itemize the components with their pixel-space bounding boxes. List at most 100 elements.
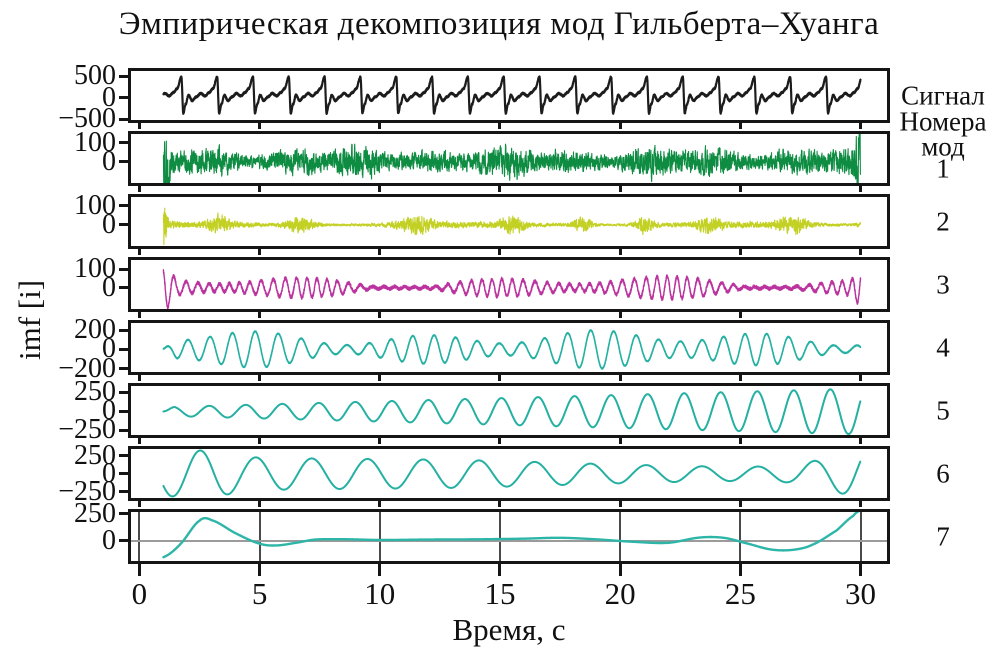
x-tick-mark <box>498 374 502 381</box>
x-tick-mark <box>137 563 141 576</box>
x-tick-mark <box>738 122 742 129</box>
y-tick-mark <box>119 117 128 121</box>
panel-mode-1 <box>128 131 890 186</box>
x-tick-mark <box>738 185 742 192</box>
x-tick-mark <box>258 437 262 444</box>
panel-mode-3 <box>128 257 890 312</box>
x-tick-mark <box>378 437 382 444</box>
x-tick-mark <box>498 437 502 444</box>
right-header-line2: мод <box>921 131 965 162</box>
panel-signal <box>128 68 890 123</box>
y-tick-label: −250 <box>58 414 116 446</box>
x-tick-mark <box>137 185 141 192</box>
x-tick-mark <box>258 563 262 576</box>
right-label-mode-1: 1 <box>936 153 950 184</box>
y-tick-label: 0 <box>102 81 116 113</box>
x-tick-label: 10 <box>364 576 396 611</box>
y-tick-label: −250 <box>58 475 116 507</box>
x-tick-mark <box>738 248 742 255</box>
x-tick-mark <box>618 437 622 444</box>
x-tick-mark <box>618 311 622 318</box>
chart-title: Эмпирическая декомпозиция мод Гильберта–… <box>118 6 880 42</box>
y-tick-label: 0 <box>102 333 116 365</box>
x-tick-mark <box>498 248 502 255</box>
x-tick-mark <box>859 437 863 444</box>
waveform-canvas-mode-5 <box>131 386 887 435</box>
y-tick-mark <box>119 286 128 290</box>
x-tick-mark <box>378 185 382 192</box>
y-tick-mark <box>119 141 128 145</box>
x-tick-mark <box>618 374 622 381</box>
x-tick-mark <box>258 374 262 381</box>
x-tick-mark <box>859 311 863 318</box>
x-tick-mark <box>137 248 141 255</box>
y-tick-label: −200 <box>58 352 116 384</box>
x-tick-label: 30 <box>845 576 877 611</box>
y-tick-mark <box>119 454 128 458</box>
x-tick-mark <box>738 500 742 507</box>
x-tick-mark <box>378 563 382 576</box>
x-tick-label: 25 <box>724 576 756 611</box>
x-tick-mark <box>738 311 742 318</box>
x-tick-mark <box>137 500 141 507</box>
waveform-canvas-signal <box>131 71 887 120</box>
right-label-mode-5: 5 <box>936 395 950 425</box>
waveform-canvas-mode-1 <box>131 134 887 183</box>
x-tick-mark <box>378 122 382 129</box>
right-header-line1: Номера <box>899 106 987 137</box>
waveform-canvas-mode-7 <box>131 512 887 561</box>
y-tick-label: 0 <box>102 145 116 177</box>
y-tick-mark <box>119 367 128 371</box>
x-tick-mark <box>618 185 622 192</box>
x-tick-mark <box>618 122 622 129</box>
y-tick-label: 250 <box>74 376 116 408</box>
waveform-canvas-mode-4 <box>131 323 887 372</box>
x-tick-mark <box>738 563 742 576</box>
panel-mode-6 <box>128 446 890 501</box>
y-tick-label: −500 <box>58 103 116 135</box>
x-tick-mark <box>859 374 863 381</box>
right-label-mode-3: 3 <box>936 269 950 299</box>
x-tick-mark <box>258 248 262 255</box>
x-tick-mark <box>498 563 502 576</box>
x-tick-mark <box>618 563 622 576</box>
x-tick-mark <box>498 122 502 129</box>
y-tick-label: 250 <box>74 497 116 529</box>
y-tick-label: 0 <box>102 524 116 556</box>
x-tick-mark <box>137 437 141 444</box>
x-tick-mark <box>378 500 382 507</box>
right-label-mode-4: 4 <box>936 332 950 362</box>
x-tick-mark <box>378 248 382 255</box>
y-tick-mark <box>119 328 128 332</box>
waveform-canvas-mode-6 <box>131 449 887 498</box>
x-tick-label: 0 <box>131 576 148 611</box>
y-tick-label: 100 <box>74 189 116 221</box>
x-tick-mark <box>498 311 502 318</box>
x-tick-mark <box>258 122 262 129</box>
right-label-signal: Сигнал <box>901 80 985 110</box>
y-tick-mark <box>119 160 128 164</box>
x-tick-mark <box>258 185 262 192</box>
y-tick-label: 100 <box>74 126 116 158</box>
panel-mode-2 <box>128 194 890 249</box>
y-tick-mark <box>119 223 128 227</box>
panel-mode-5 <box>128 383 890 438</box>
panel-mode-7 <box>128 509 890 564</box>
x-tick-mark <box>738 437 742 444</box>
x-tick-mark <box>378 311 382 318</box>
x-tick-mark <box>859 122 863 129</box>
y-tick-label: 250 <box>74 439 116 471</box>
x-tick-mark <box>137 122 141 129</box>
x-tick-mark <box>378 374 382 381</box>
x-tick-mark <box>137 374 141 381</box>
y-tick-label: 500 <box>74 60 116 92</box>
waveform-canvas-mode-2 <box>131 197 887 246</box>
x-tick-mark <box>258 311 262 318</box>
y-tick-mark <box>119 512 128 516</box>
x-tick-mark <box>258 500 262 507</box>
x-tick-label: 5 <box>251 576 268 611</box>
y-tick-mark <box>119 96 128 100</box>
y-tick-mark <box>119 472 128 476</box>
y-tick-label: 0 <box>102 395 116 427</box>
x-tick-label: 20 <box>604 576 636 611</box>
